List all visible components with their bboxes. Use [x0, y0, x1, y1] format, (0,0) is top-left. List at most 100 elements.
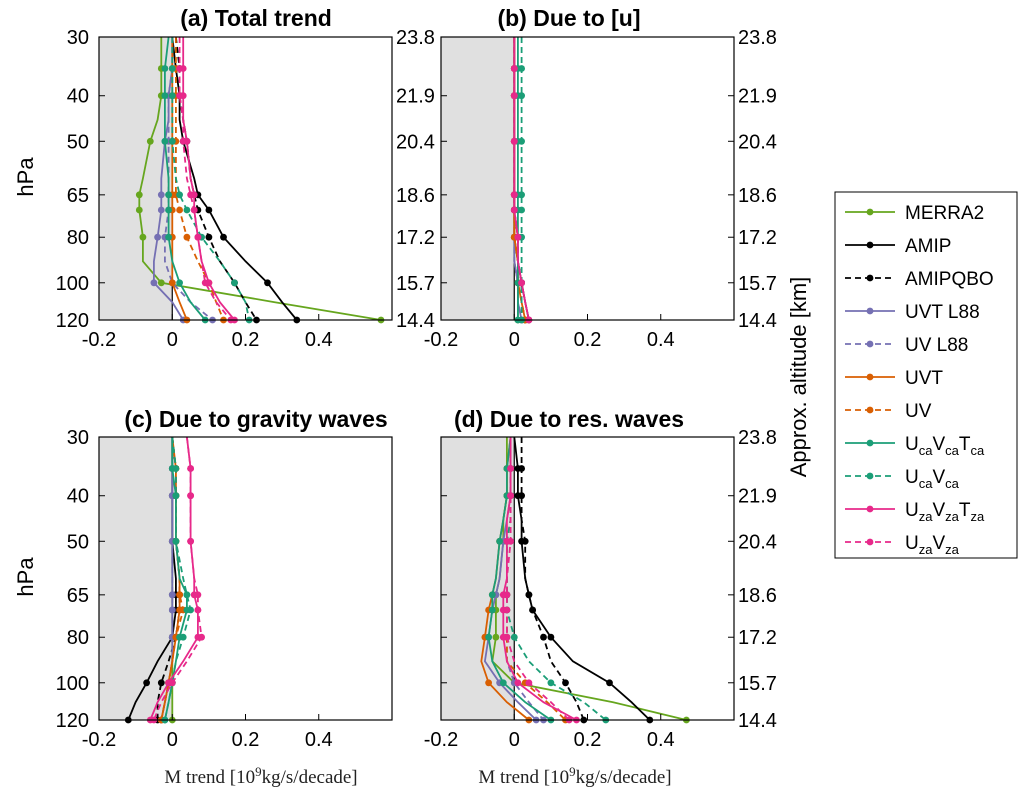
panel-c-series-ucavca-point [172, 537, 180, 545]
panel-d-series-merra2-point [492, 633, 500, 641]
panel-d-series-ucavcatca-point [485, 633, 492, 641]
panel-a-series-uvt-l88-point [150, 279, 158, 287]
panel-a-series-ucavcatca-point [165, 206, 173, 214]
panel-c-series-amip-point [143, 679, 151, 687]
panel-c-series-uv-l88-point [168, 591, 176, 599]
panel-c-series-ucavca-point [179, 633, 187, 641]
panel-a-series-uzavza-point [190, 206, 198, 214]
legend-marker-uvt-l88 [866, 307, 874, 315]
panel-a-series-amipqbo-point [205, 233, 213, 241]
legend-label-uvt-l88: UVT L88 [905, 302, 980, 323]
panel-d-series-amipqbo-point [521, 537, 529, 545]
x-axis-label-d: M trend [109kg/s/decade] [478, 764, 671, 788]
panel-a-series-merra2-point [135, 191, 143, 199]
legend-marker-uvt [866, 373, 874, 381]
panel-c-series-ucavca-point [183, 591, 191, 599]
panel-b-series-uzavza-point [510, 137, 518, 145]
panel-d-series-amipqbo-point [518, 465, 525, 472]
panel-c-series-uzavza-point [168, 679, 176, 687]
panel-d-series-uzavza-point [503, 591, 511, 599]
panel-a-series-ucavcatca-point [161, 92, 169, 100]
panel-d: (d) Due to res. waves -0.2 0 0.2 0.4 23.8 21.… [424, 406, 777, 751]
panel-a-altitude-tick-label: 20.4 [396, 131, 435, 153]
panel-c-x-tick-label: -0.2 [82, 729, 116, 751]
panel-b-title: (b) Due to [u] [497, 5, 640, 31]
panel-d-series-amipqbo-point [562, 679, 569, 687]
panel-d-title: (d) Due to res. waves [454, 406, 684, 432]
panel-a-altitude-tick-label: 18.6 [396, 185, 435, 207]
legend-marker-ucavca [866, 472, 874, 480]
panel-d-series-uzavza-point [525, 679, 533, 687]
legend-marker-amipqbo [866, 274, 874, 282]
panel-a-series-ucavca-point [231, 279, 238, 287]
panel-a-series-uvt-l88-point [154, 233, 162, 241]
legend-marker-merra2 [866, 208, 874, 216]
panel-d-altitude-tick-label: 18.6 [738, 585, 777, 607]
legend-label-amip: AMIP [905, 236, 951, 257]
panel-d-altitude-tick-label: 17.2 [738, 627, 777, 649]
panel-c-negative-shade [99, 437, 173, 720]
panel-d-series-uvt-point [485, 679, 492, 687]
panel-d-series-amipqbo-point [529, 606, 536, 614]
panel-a-series-merra2-point [135, 206, 143, 214]
panel-a: (a) Total trend -0.2 0 0.2 0.4 30 40 50 65 80 100… [56, 5, 435, 351]
panel-c-y-tick-label: 80 [67, 627, 89, 649]
panel-b-x-tick-label: 0.2 [574, 329, 602, 351]
panel-d-series-ucavcatca-point [488, 591, 496, 599]
legend-label-uvt: UVT [905, 368, 943, 389]
panel-a-series-uzavza-point [179, 137, 187, 145]
panel-a-series-ucavcatca-point [161, 65, 169, 72]
panel-a-series-ucavca-point [168, 65, 176, 72]
panel-a-y-tick-label: 65 [67, 185, 89, 207]
panel-a-series-uvt-l88-point [157, 206, 165, 214]
panel-c-series-uzavza-point [187, 465, 195, 472]
legend-marker-ucavcatca [866, 439, 874, 447]
panel-d-series-uzavza-point [507, 492, 514, 500]
panel-d-series-amip-point [547, 633, 555, 641]
panel-d-series-ucavcatca-point [496, 537, 503, 545]
panel-b-x-tick-label: 0.4 [647, 329, 675, 351]
panel-c-y-tick-label: 120 [56, 710, 89, 732]
panel-c-series-uzavza-point [187, 537, 195, 545]
panel-a-series-merra2-point [139, 233, 147, 241]
panel-c-series-ucavca-point [187, 606, 195, 614]
panel-a-series-uzavza-point [176, 92, 184, 100]
panel-c-x-tick-label: 0 [167, 729, 178, 751]
panel-c-series-amipqbo-point [157, 679, 165, 687]
panel-d-series-amipqbo-point [525, 591, 533, 599]
panel-b: (b) Due to [u] -0.2 0 0.2 0.4 23.8 21.9 20.4 18… [424, 5, 777, 351]
legend-label-uv-l88: UV L88 [905, 335, 968, 356]
panel-a-series-merra2-point [146, 137, 154, 145]
panel-c-x-tick-label: 0.2 [232, 729, 260, 751]
panel-a-title: (a) Total trend [180, 5, 332, 31]
y-axis-label-top: hPa [13, 157, 38, 197]
panel-c-series-uzavza-point [187, 492, 195, 500]
panel-c-y-tick-label: 100 [56, 673, 89, 695]
panel-c-series-uzavza-point [194, 591, 202, 599]
panel-d-series-uzavzatza-point [514, 679, 522, 687]
legend-label-uzavzatza: UzaVzaTza [905, 500, 985, 524]
panel-a-series-uv-point [183, 233, 191, 241]
panel-c-x-tick-label: 0.4 [305, 729, 333, 751]
panel-b-altitude-tick-label: 17.2 [738, 227, 777, 249]
panel-a-series-amip-point [205, 206, 213, 214]
panel-a-altitude-tick-label: 15.7 [396, 273, 435, 295]
panel-b-altitude-tick-label: 18.6 [738, 185, 777, 207]
panel-b-x-tick-label: -0.2 [424, 329, 458, 351]
panel-b-series-uzavza-point [510, 206, 518, 214]
panel-d-altitude-tick-label: 14.4 [738, 710, 777, 732]
panel-b-series-ucavca-point [518, 191, 525, 199]
panel-a-y-tick-label: 40 [67, 86, 89, 108]
panel-a-series-uzavza-point [201, 279, 209, 287]
panel-b-altitude-tick-label: 14.4 [738, 310, 777, 332]
legend-marker-uv-l88 [866, 340, 874, 348]
panel-a-series-ucavca-point [183, 206, 191, 214]
panel-b-altitude-tick-label: 20.4 [738, 131, 777, 153]
panel-a-series-uzavza-point [187, 191, 195, 199]
panel-a-altitude-tick-label: 14.4 [396, 310, 435, 332]
panel-d-x-tick-label: 0.4 [647, 729, 675, 751]
panel-d-series-amipqbo-point [540, 633, 547, 641]
panel-d-series-uzavza-point [507, 465, 514, 472]
panel-a-series-uvt-point [168, 279, 176, 287]
